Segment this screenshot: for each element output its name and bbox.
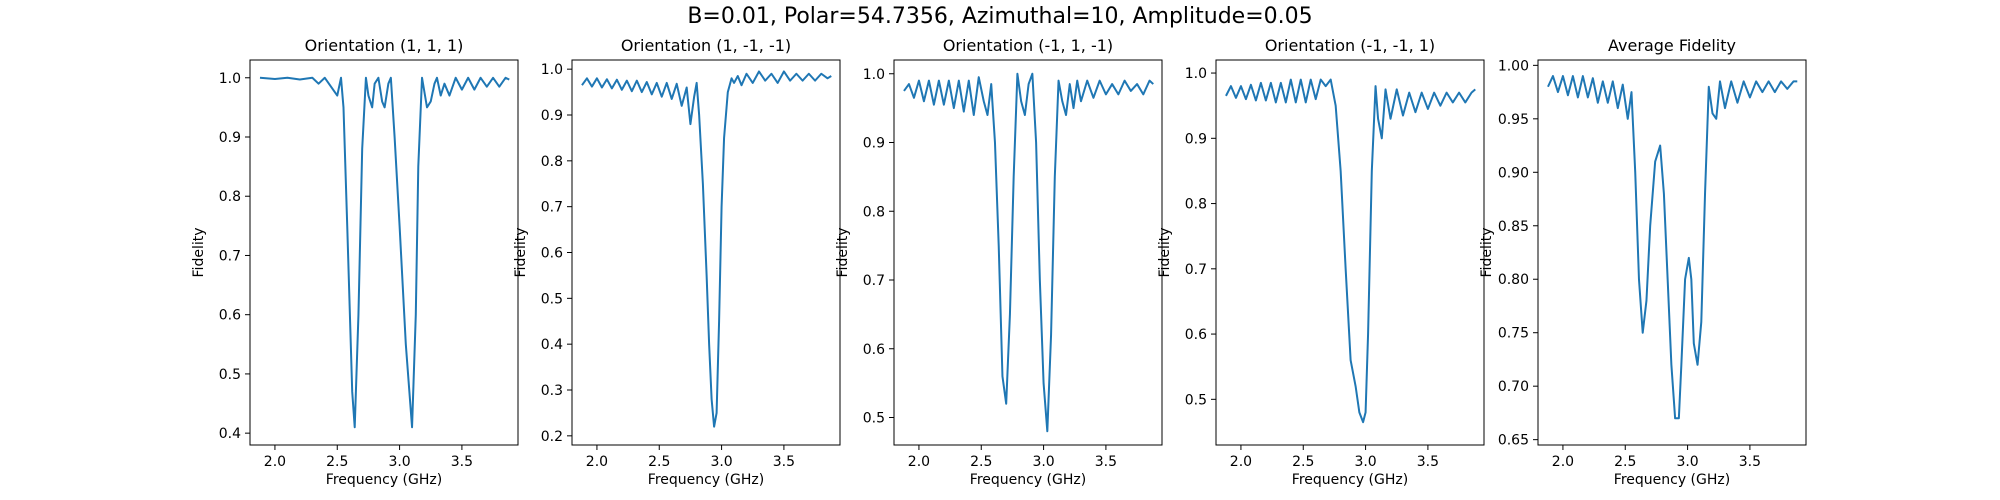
x-tick-label: 3.5	[773, 454, 795, 470]
y-tick-label: 0.9	[219, 130, 241, 146]
x-axis-label: Frequency (GHz)	[1614, 472, 1730, 488]
panel-title: Orientation (-1, 1, -1)	[943, 36, 1113, 55]
x-tick-label: 2.0	[1552, 454, 1574, 470]
x-tick-label: 2.5	[970, 454, 992, 470]
y-tick-label: 0.5	[863, 411, 885, 427]
series-line	[1547, 75, 1798, 420]
x-tick-label: 2.5	[648, 454, 670, 470]
y-tick-label: 0.65	[1498, 433, 1529, 449]
y-tick-label: 0.7	[541, 200, 563, 216]
x-axis-label: Frequency (GHz)	[648, 472, 764, 488]
x-axis-label: Frequency (GHz)	[326, 472, 442, 488]
y-tick-label: 0.9	[863, 136, 885, 152]
y-tick-label: 1.0	[1185, 66, 1207, 82]
panel-title: Average Fidelity	[1608, 36, 1736, 55]
y-tick-label: 0.75	[1498, 326, 1529, 342]
y-tick-label: 0.8	[219, 189, 241, 205]
y-axis-label: Fidelity	[513, 228, 529, 278]
series-line	[903, 72, 1154, 433]
x-tick-label: 2.5	[1292, 454, 1314, 470]
y-tick-label: 0.8	[1185, 197, 1207, 213]
x-tick-label: 3.0	[1354, 454, 1376, 470]
y-axis-label: Fidelity	[191, 228, 207, 278]
x-tick-label: 2.0	[586, 454, 608, 470]
x-tick-label: 2.0	[264, 454, 286, 470]
axes-frame	[1215, 59, 1485, 446]
y-tick-label: 0.6	[863, 342, 885, 358]
y-tick-label: 0.6	[1185, 327, 1207, 343]
y-tick-label: 0.5	[541, 291, 563, 307]
y-tick-label: 0.7	[1185, 262, 1207, 278]
y-tick-label: 1.00	[1498, 58, 1529, 74]
x-axis-label: Frequency (GHz)	[1292, 472, 1408, 488]
y-tick-label: 0.70	[1498, 379, 1529, 395]
axes-frame	[249, 59, 519, 446]
y-axis-label: Fidelity	[1157, 228, 1173, 278]
y-tick-label: 0.85	[1498, 219, 1529, 235]
x-tick-label: 3.5	[1417, 454, 1439, 470]
panel-title: Orientation (1, -1, -1)	[621, 36, 791, 55]
y-tick-label: 1.0	[541, 62, 563, 78]
x-tick-label: 3.0	[1032, 454, 1054, 470]
axes-frame	[893, 59, 1163, 446]
y-tick-label: 0.5	[219, 367, 241, 383]
x-tick-label: 3.5	[1095, 454, 1117, 470]
y-tick-label: 0.5	[1185, 392, 1207, 408]
series-line	[1225, 78, 1476, 424]
y-tick-label: 0.2	[541, 429, 563, 445]
y-tick-label: 0.8	[863, 204, 885, 220]
y-tick-label: 0.90	[1498, 165, 1529, 181]
x-tick-label: 2.5	[326, 454, 348, 470]
axes-frame	[1537, 59, 1807, 446]
x-tick-label: 3.5	[451, 454, 473, 470]
figure-title: B=0.01, Polar=54.7356, Azimuthal=10, Amp…	[687, 4, 1313, 29]
x-tick-label: 3.0	[1676, 454, 1698, 470]
x-tick-label: 3.5	[1739, 454, 1761, 470]
y-tick-label: 0.8	[541, 154, 563, 170]
panel-title: Orientation (-1, -1, 1)	[1265, 36, 1435, 55]
y-tick-label: 0.6	[541, 246, 563, 262]
y-tick-label: 0.95	[1498, 112, 1529, 128]
series-line	[581, 70, 832, 428]
y-tick-label: 0.6	[219, 308, 241, 324]
y-axis-label: Fidelity	[835, 228, 851, 278]
y-tick-label: 0.9	[541, 108, 563, 124]
y-tick-label: 0.4	[219, 426, 241, 442]
x-tick-label: 2.0	[1230, 454, 1252, 470]
y-tick-label: 1.0	[863, 67, 885, 83]
x-tick-label: 3.0	[388, 454, 410, 470]
y-tick-label: 0.9	[1185, 131, 1207, 147]
y-tick-label: 0.7	[863, 273, 885, 289]
y-axis-label: Fidelity	[1479, 228, 1495, 278]
x-axis-label: Frequency (GHz)	[970, 472, 1086, 488]
x-tick-label: 3.0	[710, 454, 732, 470]
panel-title: Orientation (1, 1, 1)	[305, 36, 464, 55]
x-tick-label: 2.5	[1614, 454, 1636, 470]
y-tick-label: 0.7	[219, 248, 241, 264]
y-tick-label: 0.4	[541, 337, 563, 353]
y-tick-label: 0.3	[541, 383, 563, 399]
x-tick-label: 2.0	[908, 454, 930, 470]
y-tick-label: 1.0	[219, 71, 241, 87]
series-line	[259, 76, 510, 429]
y-tick-label: 0.80	[1498, 272, 1529, 288]
